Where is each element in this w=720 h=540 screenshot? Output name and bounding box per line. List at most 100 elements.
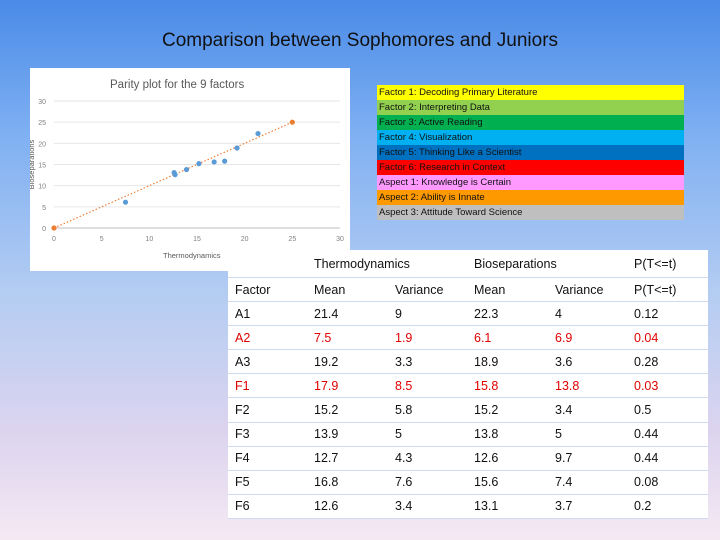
table-cell: 12.6: [467, 446, 548, 471]
y-tick-label: 20: [38, 141, 46, 148]
table-cell: 4: [548, 301, 627, 327]
table-cell: F6: [228, 494, 307, 519]
legend-item: Factor 4: Visualization: [377, 130, 684, 145]
table-cell: 5: [548, 422, 627, 447]
table-cell: 6.1: [467, 325, 548, 351]
factor-legend: Factor 1: Decoding Primary Literature Fac…: [377, 85, 684, 220]
x-tick-label: 0: [52, 236, 56, 243]
x-tick-label: 10: [145, 236, 153, 243]
legend-item: Aspect 1: Knowledge is Certain: [377, 175, 684, 190]
data-point: [172, 172, 178, 178]
table-cell: 0.03: [627, 373, 708, 399]
chart-title: Parity plot for the 9 factors: [110, 79, 244, 91]
table-column-header-row: Factor Mean Variance Mean Variance P(T<=t): [228, 277, 708, 303]
parity-plot-svg: 0 5 10 15 20 25 30 0 5 10 15 20 25 30 Parity plot for …: [30, 79, 344, 260]
table-cell: 18.9: [467, 349, 548, 375]
parity-endpoint-start: [51, 225, 57, 231]
table-group-header-blank: [228, 250, 307, 278]
data-point: [183, 166, 190, 173]
table-cell: 1.9: [388, 325, 467, 351]
parity-plot: 0 5 10 15 20 25 30 0 5 10 15 20 25 30 Parity plot for …: [30, 68, 350, 271]
table-row: A2 7.5 1.9 6.1 6.9 0.04: [228, 325, 708, 351]
table-cell: 12.7: [307, 446, 388, 471]
table-cell: 7.6: [388, 470, 467, 495]
data-point: [196, 161, 202, 167]
x-tick-label: 30: [336, 236, 344, 243]
table-cell: 22.3: [467, 301, 548, 327]
table-cell: F3: [228, 422, 307, 447]
legend-item: Aspect 3: Attitude Toward Science: [377, 205, 684, 220]
table-cell: 4.3: [388, 446, 467, 471]
table-column-header: Factor: [228, 277, 307, 303]
table-group-header-row: Thermodynamics Bioseparations P(T<=t): [228, 250, 708, 278]
table-cell: A3: [228, 349, 307, 375]
table-cell: 13.8: [548, 373, 627, 399]
table-column-header: Mean: [467, 277, 548, 303]
table-row: A1 21.4 9 22.3 4 0.12: [228, 301, 708, 327]
table-cell: 0.44: [627, 446, 708, 471]
table-cell: A2: [228, 325, 307, 351]
table-cell: 3.7: [548, 494, 627, 519]
table-cell: 0.08: [627, 470, 708, 495]
table-cell: 6.9: [548, 325, 627, 351]
table-row: F3 13.9 5 13.8 5 0.44: [228, 422, 708, 447]
table-cell: 15.6: [467, 470, 548, 495]
x-tick-label: 15: [193, 236, 201, 243]
y-tick-label: 5: [42, 205, 46, 212]
y-tick-label: 25: [38, 120, 46, 127]
slide-title: Comparison between Sophomores and Junior…: [161, 30, 559, 51]
table-cell: 12.6: [307, 494, 388, 519]
table-cell: 15.2: [307, 397, 388, 423]
x-tick-label: 5: [100, 236, 104, 243]
table-cell: 5: [388, 422, 467, 447]
table-row: F2 15.2 5.8 15.2 3.4 0.5: [228, 397, 708, 423]
data-point: [122, 199, 129, 205]
table-cell: 9: [388, 301, 467, 327]
parity-endpoint-end: [289, 119, 295, 125]
y-tick-label: 10: [38, 184, 46, 191]
table-cell: 15.2: [467, 397, 548, 423]
table-row: F5 16.8 7.6 15.6 7.4 0.08: [228, 470, 708, 495]
table-cell: 13.8: [467, 422, 548, 447]
table-column-header: Variance: [548, 277, 627, 303]
table-cell: 17.9: [307, 373, 388, 399]
table-cell: 16.8: [307, 470, 388, 495]
comparison-table-wrap: Thermodynamics Bioseparations P(T<=t) Fa…: [228, 250, 708, 519]
y-axis-label: Bioseparations: [30, 139, 36, 189]
table-cell: 13.1: [467, 494, 548, 519]
table-column-header: P(T<=t): [627, 277, 708, 303]
legend-item: Factor 5: Thinking Like a Scientist: [377, 145, 684, 160]
legend-item: Factor 3: Active Reading: [377, 115, 684, 130]
table-cell: 15.8: [467, 373, 548, 399]
table-cell: 3.4: [548, 397, 627, 423]
legend-item: Factor 6: Research in Context: [377, 160, 684, 175]
table-cell: 7.5: [307, 325, 388, 351]
table-cell: 5.8: [388, 397, 467, 423]
table-cell: A1: [228, 301, 307, 327]
table-cell: 21.4: [307, 301, 388, 327]
table-column-header: Mean: [307, 277, 388, 303]
table-cell: 19.2: [307, 349, 388, 375]
table-cell: 8.5: [388, 373, 467, 399]
table-column-header: Variance: [388, 277, 467, 303]
table-cell: F1: [228, 373, 307, 399]
table-cell: 3.4: [388, 494, 467, 519]
data-point: [211, 159, 217, 165]
y-tick-label: 30: [38, 99, 46, 106]
table-cell: 0.04: [627, 325, 708, 351]
x-tick-label: 25: [288, 236, 296, 243]
table-group-header-thermo: Thermodynamics: [307, 250, 467, 278]
legend-item: Factor 1: Decoding Primary Literature: [377, 85, 684, 100]
comparison-table: Thermodynamics Bioseparations P(T<=t) Fa…: [228, 250, 708, 519]
table-cell: F4: [228, 446, 307, 471]
table-cell: 0.12: [627, 301, 708, 327]
table-row: F4 12.7 4.3 12.6 9.7 0.44: [228, 446, 708, 471]
table-cell: 9.7: [548, 446, 627, 471]
table-cell: 0.28: [627, 349, 708, 375]
table-row: F1 17.9 8.5 15.8 13.8 0.03: [228, 373, 708, 399]
table-cell: 0.44: [627, 422, 708, 447]
x-axis-label: Thermodynamics: [163, 251, 221, 260]
data-point: [255, 130, 261, 137]
table-cell: 3.3: [388, 349, 467, 375]
y-tick-label: 15: [38, 163, 46, 170]
